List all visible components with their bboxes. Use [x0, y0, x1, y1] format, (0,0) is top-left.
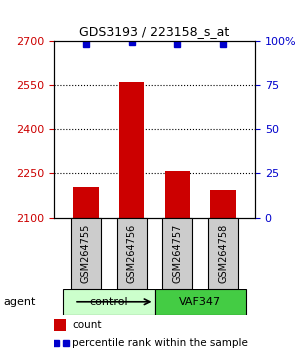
FancyBboxPatch shape: [154, 289, 246, 315]
Text: agent: agent: [3, 297, 35, 307]
Text: GSM264758: GSM264758: [218, 223, 228, 283]
Text: count: count: [72, 320, 102, 330]
Bar: [74, 187, 98, 218]
FancyBboxPatch shape: [163, 218, 192, 289]
FancyBboxPatch shape: [63, 289, 154, 315]
Text: control: control: [89, 297, 128, 307]
Bar: [119, 82, 144, 218]
FancyBboxPatch shape: [117, 218, 146, 289]
Text: GSM264755: GSM264755: [81, 223, 91, 283]
Bar: [211, 190, 236, 218]
Bar: [54, 319, 66, 331]
Bar: [165, 171, 190, 218]
FancyBboxPatch shape: [208, 218, 238, 289]
FancyBboxPatch shape: [71, 218, 101, 289]
Text: percentile rank within the sample: percentile rank within the sample: [72, 338, 248, 348]
Title: GDS3193 / 223158_s_at: GDS3193 / 223158_s_at: [80, 25, 230, 38]
Text: GSM264756: GSM264756: [127, 223, 137, 283]
Text: VAF347: VAF347: [179, 297, 221, 307]
Text: GSM264757: GSM264757: [172, 223, 182, 283]
